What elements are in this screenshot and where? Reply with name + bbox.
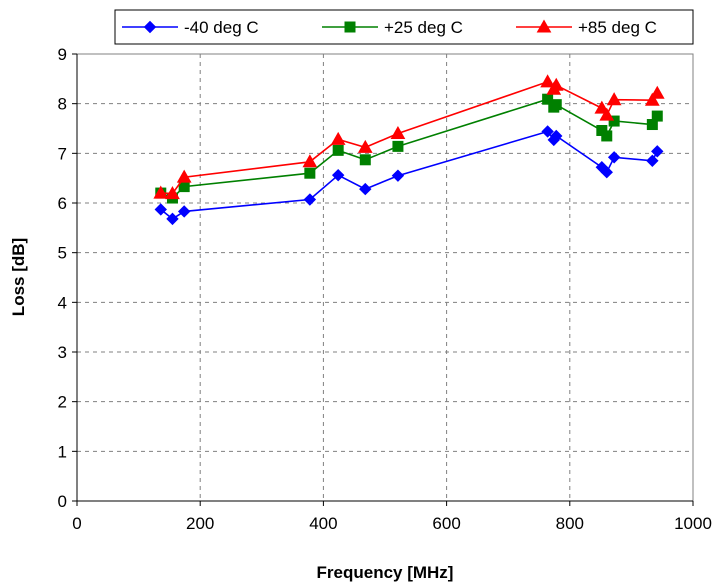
data-point (390, 125, 406, 139)
data-point (651, 145, 664, 158)
y-tick-label: 2 (58, 393, 67, 412)
y-tick-label: 6 (58, 194, 67, 213)
data-point (540, 74, 555, 88)
x-tick-label: 1000 (674, 514, 712, 533)
data-point (391, 169, 405, 182)
y-tick-label: 7 (58, 144, 67, 163)
data-point (607, 151, 621, 164)
data-point (331, 168, 345, 182)
series-3 (153, 74, 665, 200)
y-tick-label: 0 (58, 492, 67, 511)
y-tick-label: 4 (58, 293, 67, 312)
data-point (548, 77, 564, 91)
x-tick-label: 200 (186, 514, 214, 533)
plot-area (77, 54, 693, 501)
data-point (154, 203, 167, 216)
y-tick-label: 9 (58, 45, 67, 64)
legend-label: +25 deg C (384, 18, 463, 37)
data-point (600, 165, 613, 179)
x-axis-title: Frequency [MHz] (317, 563, 454, 582)
legend-label: +85 deg C (578, 18, 657, 37)
data-point (550, 129, 563, 143)
data-point (644, 92, 660, 106)
data-point (608, 115, 620, 127)
legend-marker (536, 19, 552, 33)
legend-marker (344, 21, 356, 33)
x-tick-label: 0 (72, 514, 81, 533)
data-point (153, 185, 169, 199)
x-tick-label: 800 (556, 514, 584, 533)
legend-box (114, 9, 694, 45)
x-tick-label: 400 (309, 514, 337, 533)
grid-lines (77, 54, 693, 501)
legend-marker (143, 20, 157, 34)
data-point (177, 205, 191, 218)
y-axis-title: Loss [dB] (9, 238, 28, 316)
data-point (606, 92, 622, 106)
data-point (359, 182, 372, 196)
data-point (594, 100, 610, 114)
legend: -40 deg C +25 deg C +85 deg C (114, 9, 694, 45)
data-point (646, 154, 659, 167)
series-1 (154, 125, 664, 226)
data-point (649, 85, 665, 99)
data-point (359, 154, 371, 166)
data-point (651, 110, 663, 122)
series-group (153, 74, 665, 226)
y-tick-label: 3 (58, 343, 67, 362)
data-point (302, 154, 318, 168)
data-point (392, 140, 404, 152)
data-point (303, 193, 317, 206)
axes: 0 1 2 3 4 5 6 7 8 9 0 200 400 600 800 1000 (58, 45, 712, 533)
series-2 (155, 93, 663, 204)
data-point (304, 167, 316, 179)
data-point (550, 99, 562, 111)
y-tick-label: 1 (58, 442, 67, 461)
data-point (165, 186, 180, 200)
y-tick-label: 8 (58, 95, 67, 114)
data-point (599, 107, 615, 121)
data-point (330, 131, 346, 145)
y-tick-label: 5 (58, 244, 67, 263)
data-point (601, 130, 613, 142)
data-point (166, 212, 179, 226)
legend-label: -40 deg C (184, 18, 259, 37)
data-point (332, 144, 344, 156)
data-point (541, 125, 554, 138)
data-point (176, 169, 192, 183)
x-tick-label: 600 (432, 514, 460, 533)
data-point (357, 139, 373, 153)
